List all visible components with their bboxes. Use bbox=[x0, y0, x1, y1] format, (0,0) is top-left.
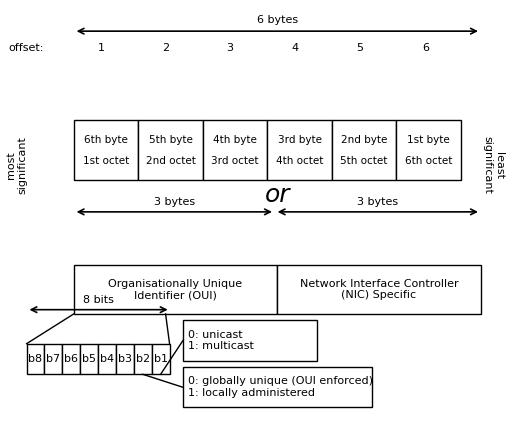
Text: 3rd octet: 3rd octet bbox=[211, 156, 259, 166]
Text: Network Interface Controller
(NIC) Specific: Network Interface Controller (NIC) Speci… bbox=[300, 279, 458, 300]
Text: 5th octet: 5th octet bbox=[340, 156, 388, 166]
Bar bbox=[152, 344, 170, 374]
Text: 8 bits: 8 bits bbox=[83, 294, 114, 305]
Text: b4: b4 bbox=[100, 354, 114, 364]
Text: 6: 6 bbox=[423, 43, 430, 53]
Bar bbox=[332, 120, 396, 180]
Bar bbox=[80, 344, 98, 374]
Bar bbox=[45, 344, 62, 374]
Text: or: or bbox=[265, 183, 290, 207]
Text: Organisationally Unique
Identifier (OUI): Organisationally Unique Identifier (OUI) bbox=[108, 279, 243, 300]
Bar bbox=[134, 344, 152, 374]
Text: b2: b2 bbox=[136, 354, 150, 364]
Text: 5: 5 bbox=[356, 43, 363, 53]
Bar bbox=[277, 265, 481, 314]
Text: 0: globally unique (OUI enforced)
1: locally administered: 0: globally unique (OUI enforced) 1: loc… bbox=[188, 377, 373, 398]
Text: 1st octet: 1st octet bbox=[83, 156, 129, 166]
Bar bbox=[267, 120, 332, 180]
Text: 3: 3 bbox=[227, 43, 234, 53]
Bar bbox=[116, 344, 134, 374]
Text: b1: b1 bbox=[153, 354, 168, 364]
Bar bbox=[138, 120, 203, 180]
Text: 2: 2 bbox=[162, 43, 169, 53]
Bar bbox=[396, 120, 461, 180]
Text: 0: unicast
1: multicast: 0: unicast 1: multicast bbox=[188, 330, 254, 351]
Bar bbox=[203, 120, 267, 180]
Bar bbox=[62, 344, 80, 374]
Bar bbox=[74, 120, 138, 180]
Text: 3 bytes: 3 bytes bbox=[357, 197, 398, 207]
Text: 1: 1 bbox=[98, 43, 105, 53]
Bar bbox=[98, 344, 116, 374]
Text: 6th byte: 6th byte bbox=[84, 134, 128, 145]
Bar bbox=[183, 320, 317, 361]
Text: offset:: offset: bbox=[9, 43, 44, 53]
Text: 3 bytes: 3 bytes bbox=[154, 197, 195, 207]
Text: 1st byte: 1st byte bbox=[407, 134, 450, 145]
Text: 5th byte: 5th byte bbox=[149, 134, 193, 145]
Text: 4th octet: 4th octet bbox=[276, 156, 323, 166]
Text: 6th octet: 6th octet bbox=[405, 156, 453, 166]
Bar bbox=[183, 367, 372, 407]
Text: 4: 4 bbox=[291, 43, 298, 53]
Text: 6 bytes: 6 bytes bbox=[257, 15, 298, 25]
Text: 4th byte: 4th byte bbox=[213, 134, 257, 145]
Text: 2nd octet: 2nd octet bbox=[146, 156, 196, 166]
Text: 3rd byte: 3rd byte bbox=[278, 134, 322, 145]
Text: b7: b7 bbox=[46, 354, 60, 364]
Bar bbox=[74, 265, 277, 314]
Text: 2nd byte: 2nd byte bbox=[341, 134, 388, 145]
Text: least
significant: least significant bbox=[483, 136, 504, 194]
Text: b3: b3 bbox=[118, 354, 132, 364]
Text: b6: b6 bbox=[64, 354, 78, 364]
Bar bbox=[26, 344, 45, 374]
Text: b8: b8 bbox=[28, 354, 43, 364]
Text: b5: b5 bbox=[82, 354, 96, 364]
Text: most
significant: most significant bbox=[6, 136, 27, 194]
